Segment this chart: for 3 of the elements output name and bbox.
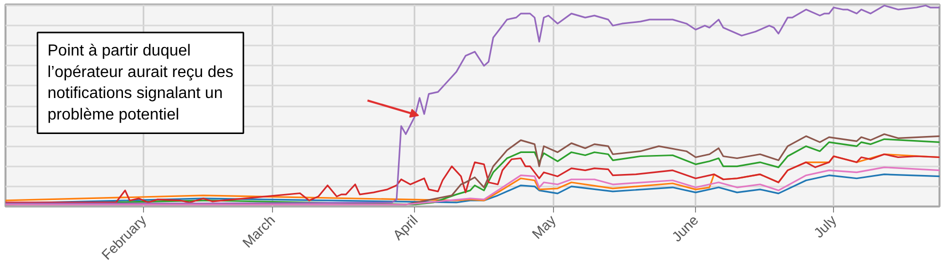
- x-tick-label: July: [810, 212, 840, 241]
- annotation: Point à partir duquel l’opérateur aurait reçu des notifications signalant un problème potentiel: [48, 42, 234, 124]
- x-tick-label: May: [528, 212, 559, 242]
